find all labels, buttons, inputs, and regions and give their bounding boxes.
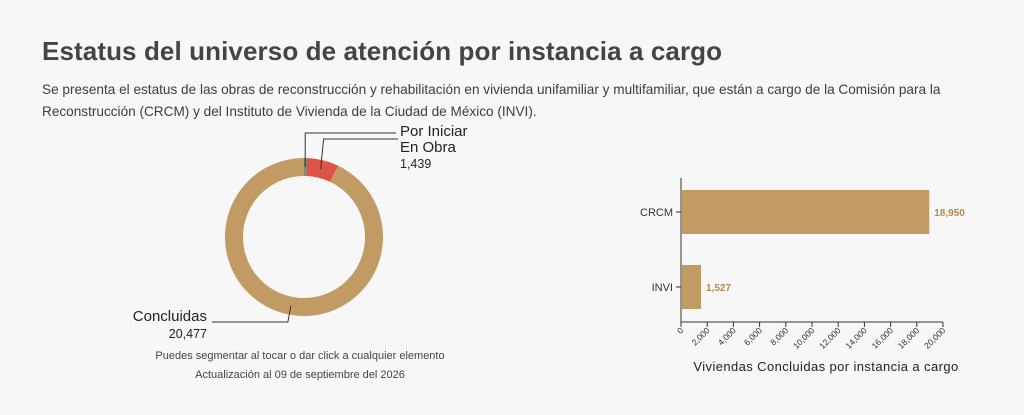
x-axis-title: Viviendas Concluidas por instancia a car… [693,359,958,374]
label-por-iniciar: Por Iniciar [400,123,468,140]
x-tick-label: 4,000 [716,325,738,347]
leader-line-en-obra [320,138,398,170]
leader-line-concluidas [212,305,292,323]
x-tick-label: 0 [675,325,686,336]
bar-crcm[interactable] [682,190,930,234]
x-tick-label: 8,000 [768,325,790,347]
value-concluidas: 20,477 [169,327,207,341]
x-tick-label: 14,000 [843,325,869,351]
donut-slice-en-obra[interactable] [306,158,338,182]
category-label-crcm: CRCM [640,207,673,219]
leader-line-por-iniciar [304,132,396,168]
category-label-invi: INVI [652,282,673,294]
donut-slice-por-iniciar[interactable] [304,158,307,177]
page-title: Estatus del universo de atención por ins… [42,36,723,66]
x-tick-label: 2,000 [689,325,711,347]
page-description: Se presenta el estatus de las obras de r… [42,82,941,119]
x-tick-label: 20,000 [922,325,948,351]
x-tick-label: 10,000 [791,325,817,351]
label-concluidas: Concluidas [133,308,207,325]
value-en-obra: 1,439 [400,157,431,171]
x-tick-label: 12,000 [817,325,843,351]
label-en-obra: En Obra [400,139,457,156]
interaction-hint: Puedes segmentar al tocar o dar click a … [155,350,445,362]
x-tick-label: 6,000 [742,325,764,347]
value-label-crcm: 18,950 [934,208,965,219]
value-label-invi: 1,527 [706,283,731,294]
bar-invi[interactable] [682,265,702,309]
x-tick-label: 16,000 [870,325,896,351]
x-tick-label: 18,000 [896,325,922,351]
update-date: Actualización al 09 de septiembre del 20… [195,369,405,381]
